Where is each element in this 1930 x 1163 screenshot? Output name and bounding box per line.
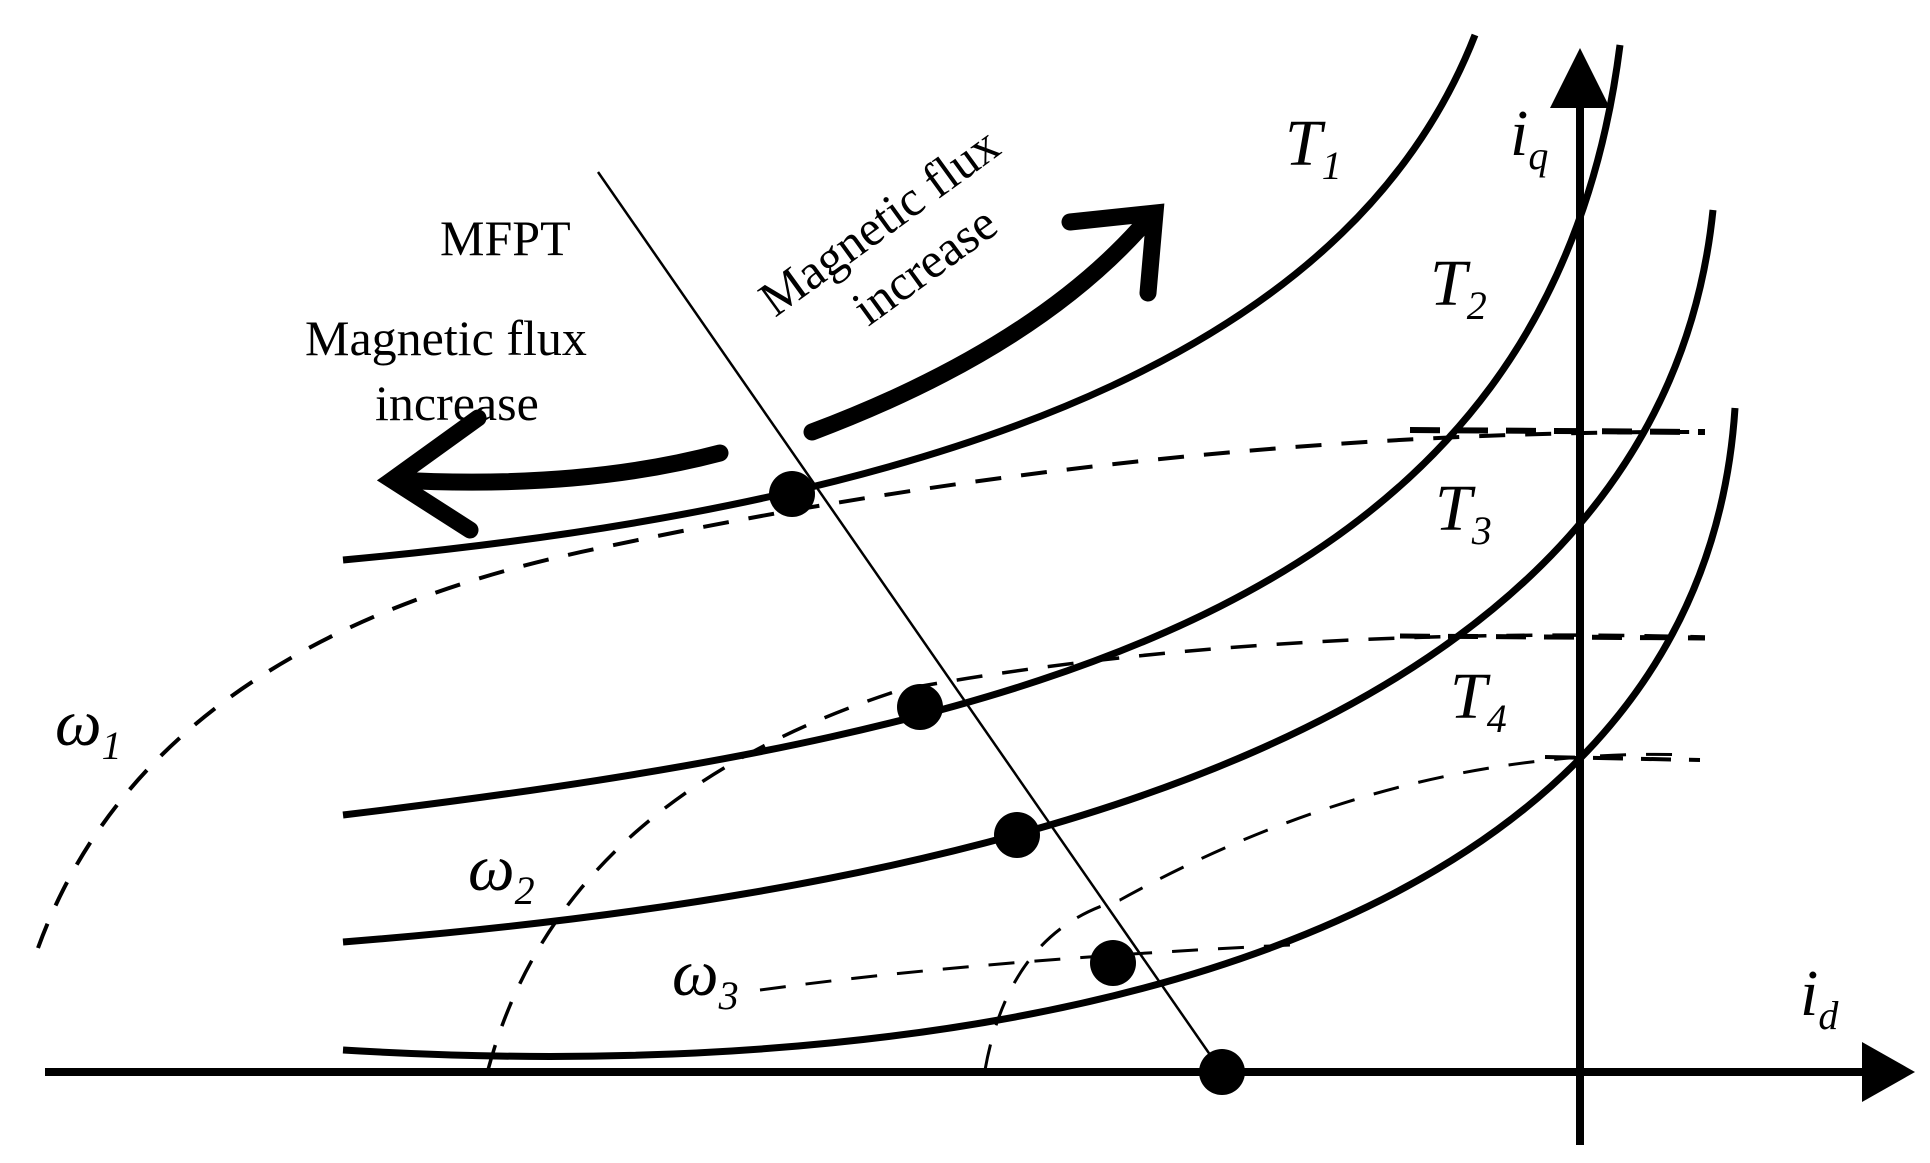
ref-line-low — [1544, 755, 1701, 762]
omega-4-curve — [759, 943, 1291, 992]
operating-point-4 — [1090, 940, 1136, 986]
omega-2-curve — [486, 633, 1706, 1071]
mfpt-line — [596, 171, 1224, 1073]
operating-point-3 — [994, 812, 1040, 858]
iq-axis-label: iq — [1510, 97, 1548, 178]
flux-arrow-right-shaft — [803, 219, 1149, 441]
flux-arrows — [376, 203, 1165, 539]
torque-label-t2: T2 — [1430, 247, 1487, 328]
omega-3-curve — [983, 752, 1691, 1071]
operating-points — [769, 471, 1245, 1095]
axes — [45, 48, 1915, 1145]
ref-line-t4 — [1399, 633, 1706, 641]
operating-point-1 — [769, 471, 815, 517]
omega-1-curve — [36, 429, 1706, 949]
flux-arrow-left-shaft — [386, 444, 729, 491]
speed-label-omega3: ω3 — [672, 937, 739, 1018]
flux-arrow-right-head — [1061, 203, 1165, 302]
torque-curves — [342, 33, 1739, 1060]
iq-axis-arrowhead — [1550, 48, 1610, 108]
torque-curve-t3 — [342, 209, 1717, 946]
torque-label-t4: T4 — [1450, 660, 1507, 741]
id-axis-label: id — [1800, 957, 1839, 1038]
torque-curve-t1 — [342, 33, 1479, 564]
flux-left-label-line2: increase — [375, 375, 539, 431]
speed-label-omega1: ω1 — [55, 687, 122, 768]
flux-arrow-left-head — [376, 409, 487, 539]
mfpt-label: MFPT — [440, 210, 571, 266]
flux-left-label-line1: Magnetic flux — [305, 310, 587, 366]
speed-label-omega2: ω2 — [468, 832, 535, 913]
torque-curve-t2 — [342, 44, 1624, 819]
torque-label-t1: T1 — [1285, 107, 1342, 188]
torque-curve-t4 — [342, 407, 1739, 1060]
torque-label-t3: T3 — [1435, 472, 1492, 553]
operating-point-2 — [897, 684, 943, 730]
operating-point-5 — [1199, 1049, 1245, 1095]
id-axis-arrowhead — [1862, 1042, 1915, 1102]
